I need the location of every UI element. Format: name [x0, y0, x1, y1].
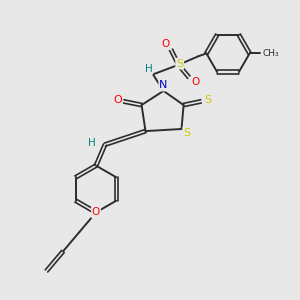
- Text: H: H: [145, 64, 152, 74]
- Text: S: S: [176, 58, 183, 69]
- Text: N: N: [159, 80, 168, 91]
- Text: O: O: [161, 39, 170, 49]
- Text: O: O: [92, 207, 100, 218]
- Text: H: H: [88, 138, 95, 148]
- Text: O: O: [113, 95, 122, 105]
- Text: CH₃: CH₃: [262, 49, 279, 58]
- Text: S: S: [183, 128, 190, 138]
- Text: O: O: [191, 77, 199, 87]
- Text: S: S: [204, 95, 211, 105]
